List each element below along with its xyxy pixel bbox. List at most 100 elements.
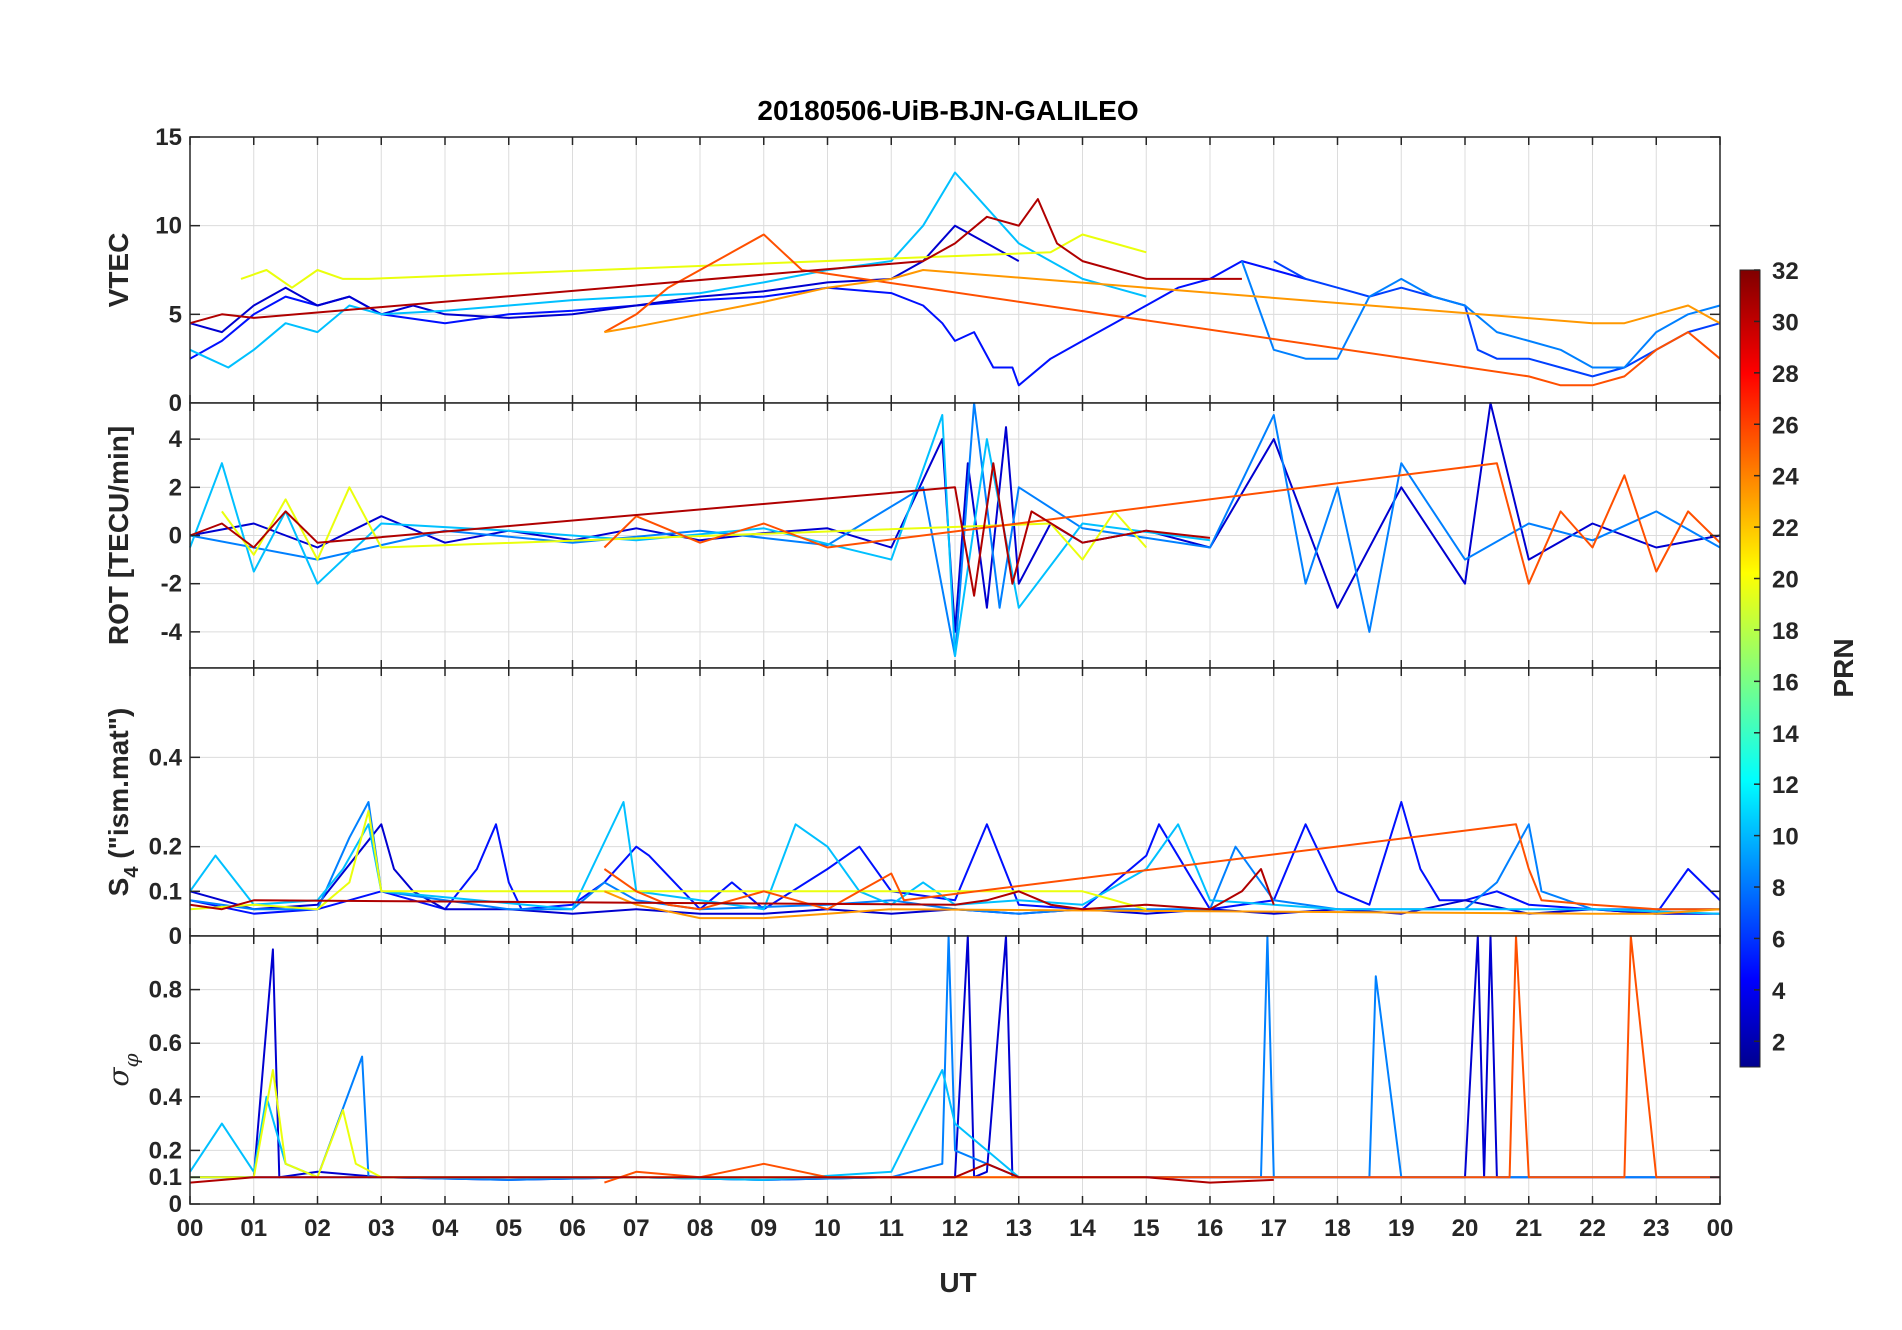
- x-tick-label: 11: [879, 1215, 904, 1242]
- x-tick-label: 18: [1324, 1215, 1351, 1242]
- series-line-prn-11: [189, 171, 1147, 369]
- series-line-prn-31: [189, 198, 1242, 325]
- colorbar-label: PRN: [1828, 638, 1859, 697]
- y-tick-label: 2: [169, 474, 182, 501]
- colorbar-tick-label: 30: [1772, 309, 1799, 336]
- y-tick-label: 4: [169, 426, 183, 453]
- y-tick-label: 0.6: [149, 1030, 182, 1057]
- x-tick-label: 16: [1197, 1215, 1224, 1242]
- y-tick-label: 0: [169, 1191, 182, 1218]
- colorbar-tick-label: 10: [1772, 824, 1799, 851]
- colorbar-tick-label: 24: [1772, 464, 1799, 491]
- colorbar-tick-label: 6: [1772, 926, 1785, 953]
- figure-title: 20180506-UiB-BJN-GALILEO: [757, 95, 1138, 126]
- series-line-prn-31: [189, 1162, 1274, 1184]
- y-tick-label: 0.2: [149, 834, 182, 861]
- x-tick-label: 09: [750, 1215, 777, 1242]
- y-axis-title: ROT [TECU/min]: [103, 426, 134, 645]
- series-line-prn-4: [190, 935, 1720, 1181]
- colorbar-tick-label: 2: [1772, 1029, 1785, 1056]
- y-tick-label: 0.2: [149, 1137, 182, 1164]
- y-tick-label: 0: [169, 390, 182, 417]
- x-tick-label: 13: [1005, 1215, 1032, 1242]
- series-line-prn-25: [604, 935, 1720, 1184]
- colorbar-tick-label: 12: [1772, 772, 1799, 799]
- colorbar-tick-label: 4: [1772, 978, 1786, 1005]
- y-tick-label: 5: [169, 301, 182, 328]
- series-line-prn-4: [189, 224, 1020, 334]
- series-line-prn-2: [189, 801, 1721, 915]
- x-tick-label: 12: [942, 1215, 969, 1242]
- y-axis-title: σφ: [102, 1053, 143, 1086]
- x-tick-label: 06: [559, 1215, 586, 1242]
- colorbar-tick-label: 20: [1772, 567, 1799, 594]
- y-tick-label: 0.1: [149, 878, 182, 905]
- series-line-prn-23: [604, 890, 1721, 920]
- series-line-prn-31: [189, 868, 1275, 911]
- x-tick-label: 07: [623, 1215, 650, 1242]
- y-tick-label: -4: [161, 619, 183, 646]
- colorbar-tick-label: 16: [1772, 669, 1799, 696]
- colorbar-tick-label: 32: [1772, 258, 1799, 285]
- y-tick-label: -2: [161, 571, 182, 598]
- y-tick-label: 0: [169, 523, 182, 550]
- x-tick-label: 02: [304, 1215, 331, 1242]
- x-tick-label: 22: [1579, 1215, 1606, 1242]
- y-axis-title-sub: 4: [121, 866, 143, 878]
- series-line-prn-20: [189, 809, 1147, 911]
- y-axis-title-main: S: [103, 878, 134, 897]
- series-line-prn-6: [1273, 260, 1721, 378]
- y-tick-label: 0: [169, 923, 182, 950]
- series-line-prn-25: [603, 462, 1721, 585]
- y-tick-label: 10: [155, 213, 182, 240]
- y-axis-title: VTEC: [103, 233, 134, 308]
- x-tick-label: 10: [814, 1215, 841, 1242]
- x-axis-title: UT: [939, 1267, 976, 1298]
- x-tick-label: 19: [1388, 1215, 1415, 1242]
- series-line-prn-9: [189, 402, 1721, 657]
- y-tick-label: 0.4: [149, 1084, 183, 1111]
- y-axis-title-main: σ: [102, 1067, 135, 1087]
- colorbar-gradient: [1739, 269, 1761, 1068]
- y-tick-label: 0.8: [149, 977, 182, 1004]
- series-line-prn-9: [1240, 260, 1721, 369]
- panel-vtec: 0 5 10 15 VTEC: [103, 124, 1721, 417]
- y-tick-label: 15: [155, 124, 182, 151]
- x-tick-label: 04: [432, 1215, 459, 1242]
- x-tick-label: 00: [1707, 1215, 1734, 1242]
- y-tick-label: 0.1: [149, 1164, 182, 1191]
- series-line-prn-11: [189, 801, 1721, 915]
- colorbar-tick-label: 28: [1772, 361, 1799, 388]
- x-tick-label: 20: [1452, 1215, 1479, 1242]
- series-line-prn-4: [189, 823, 1720, 915]
- series-line-prn-23: [604, 269, 1721, 334]
- y-axis-title: S4 ("ism.mat"): [103, 708, 143, 897]
- x-tick-label: 05: [495, 1215, 522, 1242]
- panel-sigma_phi: 00.10.2 0.4 0.6 0.8 σφ 00 01 02 03 04 05 06 07 08 09 10…: [102, 935, 1734, 1242]
- series-line-prn-31: [189, 462, 1211, 597]
- x-tick-label: 15: [1133, 1215, 1160, 1242]
- colorbar-tick-label: 26: [1772, 412, 1799, 439]
- y-axis-title-sub: φ: [119, 1053, 143, 1067]
- colorbar-tick-label: 14: [1772, 721, 1799, 748]
- x-tick-label: 03: [368, 1215, 395, 1242]
- x-tick-label: 00: [177, 1215, 204, 1242]
- x-tick-label: 17: [1260, 1215, 1287, 1242]
- x-tick-label: 21: [1515, 1215, 1542, 1242]
- series-line-prn-20: [221, 486, 1148, 561]
- colorbar-tick-label: 18: [1772, 618, 1799, 645]
- x-tick-label: 14: [1069, 1215, 1096, 1242]
- y-tick-label: 0.4: [149, 744, 183, 771]
- x-tick-label: 01: [240, 1215, 267, 1242]
- panel-s4: 0 0.1 0.2 0.4S4 ("ism.mat"): [103, 667, 1721, 950]
- x-tick-label: 23: [1643, 1215, 1670, 1242]
- series-line-prn-25: [603, 823, 1720, 911]
- colorbar-tick-label: 22: [1772, 515, 1799, 542]
- x-tick-label: 08: [687, 1215, 714, 1242]
- colorbar-tick-label: 8: [1772, 875, 1785, 902]
- panel-rot: -4 -2 0 2 4 ROT [TECU/min]: [103, 402, 1721, 669]
